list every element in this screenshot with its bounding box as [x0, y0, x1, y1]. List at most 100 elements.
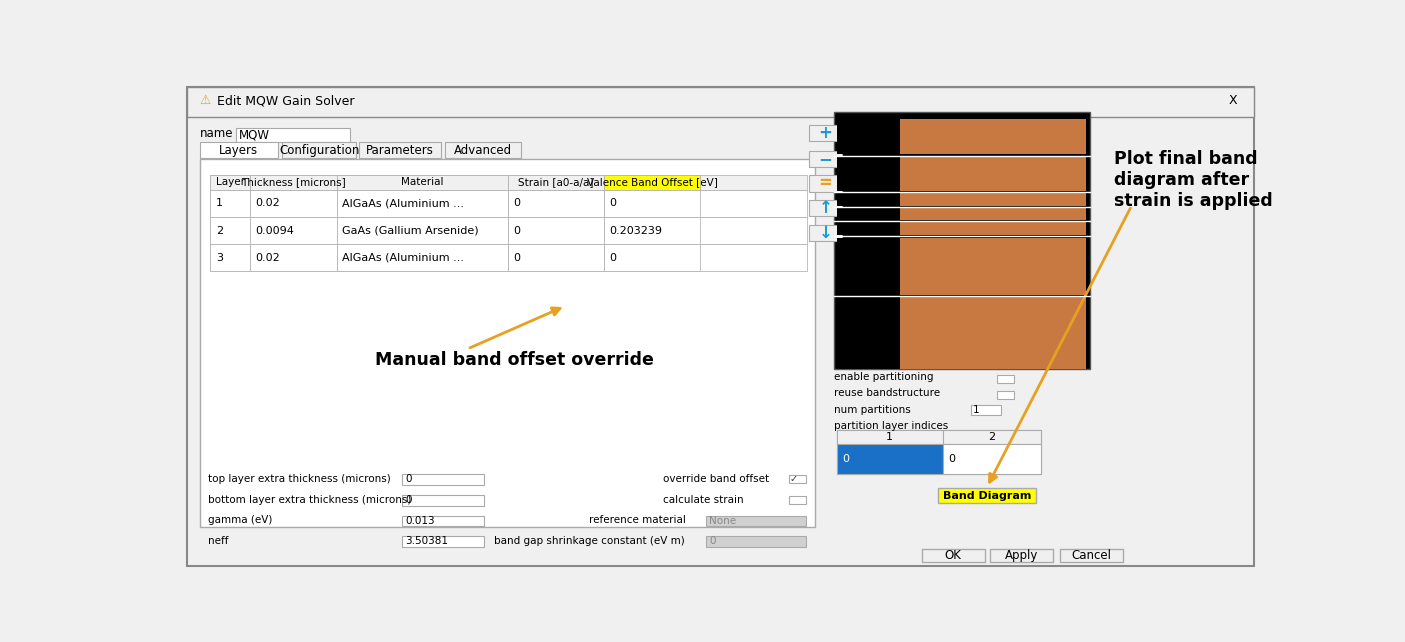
Bar	[402, 516, 483, 526]
Text: 0: 0	[710, 536, 715, 546]
Bar	[250, 190, 337, 217]
Text: top layer extra thickness (microns): top layer extra thickness (microns)	[208, 474, 391, 484]
Bar	[507, 217, 604, 244]
Text: band gap shrinkage constant (eV m): band gap shrinkage constant (eV m)	[493, 535, 684, 546]
Bar	[604, 190, 701, 217]
Text: Thickness [microns]: Thickness [microns]	[240, 177, 346, 187]
Bar	[836, 238, 899, 295]
Bar	[211, 175, 808, 190]
Bar	[809, 225, 842, 241]
Bar	[402, 536, 483, 547]
Bar	[211, 244, 250, 272]
Text: 0: 0	[608, 253, 615, 263]
Bar	[922, 549, 985, 562]
Text: partition layer indices: partition layer indices	[835, 421, 948, 431]
Text: OK: OK	[944, 549, 961, 562]
Text: num partitions: num partitions	[835, 404, 912, 415]
Bar	[507, 175, 604, 190]
Text: None: None	[710, 516, 736, 526]
Bar	[899, 119, 1086, 153]
Bar	[604, 244, 701, 272]
Bar	[899, 156, 1086, 191]
Text: Plot final band
diagram after
strain is applied: Plot final band diagram after strain is …	[1114, 150, 1273, 210]
Text: bottom layer extra thickness (microns): bottom layer extra thickness (microns)	[208, 495, 412, 505]
Text: Layers: Layers	[219, 144, 259, 157]
Bar	[211, 190, 808, 217]
Text: 0.02: 0.02	[256, 198, 280, 209]
Text: Layer: Layer	[215, 177, 244, 187]
Bar	[991, 549, 1054, 562]
Bar	[836, 119, 899, 153]
Text: override band offset: override band offset	[663, 474, 770, 484]
Bar	[337, 217, 507, 244]
Text: Advanced: Advanced	[454, 144, 511, 157]
Text: 3: 3	[216, 253, 223, 263]
Bar	[358, 143, 441, 158]
Bar	[836, 192, 899, 205]
Bar	[836, 221, 899, 235]
Text: Strain [a0-a/a]: Strain [a0-a/a]	[518, 177, 593, 187]
Text: 2: 2	[989, 432, 996, 442]
Bar	[250, 244, 337, 272]
Bar	[402, 495, 483, 506]
Text: AlGaAs (Aluminium ...: AlGaAs (Aluminium ...	[343, 253, 464, 263]
Text: enable partitioning: enable partitioning	[835, 372, 934, 382]
Bar	[836, 156, 899, 191]
Bar	[836, 207, 899, 220]
Bar	[705, 516, 806, 526]
Text: 0: 0	[513, 198, 520, 209]
Text: 1: 1	[972, 405, 979, 415]
Text: =: =	[819, 175, 833, 193]
Text: Manual band offset override: Manual band offset override	[375, 351, 653, 369]
Bar	[1059, 549, 1123, 562]
Text: 0.203239: 0.203239	[608, 225, 662, 236]
Text: Parameters: Parameters	[365, 144, 434, 157]
Text: neff: neff	[208, 535, 229, 546]
Bar	[943, 444, 1041, 474]
Bar	[604, 175, 701, 190]
Bar	[899, 238, 1086, 295]
Text: Configuration: Configuration	[280, 144, 360, 157]
Bar	[211, 244, 808, 272]
Text: 1: 1	[887, 432, 894, 442]
Bar	[971, 405, 1000, 415]
Bar	[809, 125, 842, 141]
Text: Valence Band Offset [eV]: Valence Band Offset [eV]	[586, 177, 718, 187]
Bar	[836, 430, 943, 444]
Text: −: −	[819, 150, 833, 168]
Bar	[788, 476, 806, 483]
Bar	[211, 217, 808, 244]
Text: 0: 0	[842, 454, 849, 464]
Bar	[836, 297, 899, 369]
Bar	[444, 143, 521, 158]
Text: 0: 0	[406, 495, 412, 505]
Bar	[836, 444, 943, 474]
Bar	[809, 200, 842, 216]
Bar	[236, 128, 350, 143]
Text: gamma (eV): gamma (eV)	[208, 516, 273, 525]
Text: Apply: Apply	[1005, 549, 1038, 562]
Bar	[337, 175, 507, 190]
Text: 0.0094: 0.0094	[256, 225, 294, 236]
Bar	[899, 297, 1086, 369]
Bar	[507, 244, 604, 272]
Text: name: name	[200, 127, 233, 141]
Text: 0.02: 0.02	[256, 253, 280, 263]
Bar	[835, 112, 1090, 369]
Bar	[899, 192, 1086, 205]
Text: 3.50381: 3.50381	[406, 536, 448, 546]
Bar	[337, 244, 507, 272]
Text: AlGaAs (Aluminium ...: AlGaAs (Aluminium ...	[343, 198, 464, 209]
Text: 0: 0	[406, 474, 412, 485]
Text: ⚠: ⚠	[200, 94, 211, 107]
Text: 0.013: 0.013	[406, 516, 436, 526]
Bar	[996, 375, 1014, 383]
Bar	[939, 489, 1035, 503]
Bar	[250, 175, 337, 190]
Text: +: +	[819, 124, 833, 142]
Text: GaAs (Gallium Arsenide): GaAs (Gallium Arsenide)	[343, 225, 479, 236]
Text: Material: Material	[400, 177, 444, 187]
Bar	[200, 159, 815, 527]
Text: Edit MQW Gain Solver: Edit MQW Gain Solver	[216, 94, 354, 107]
Text: 0: 0	[948, 454, 955, 464]
